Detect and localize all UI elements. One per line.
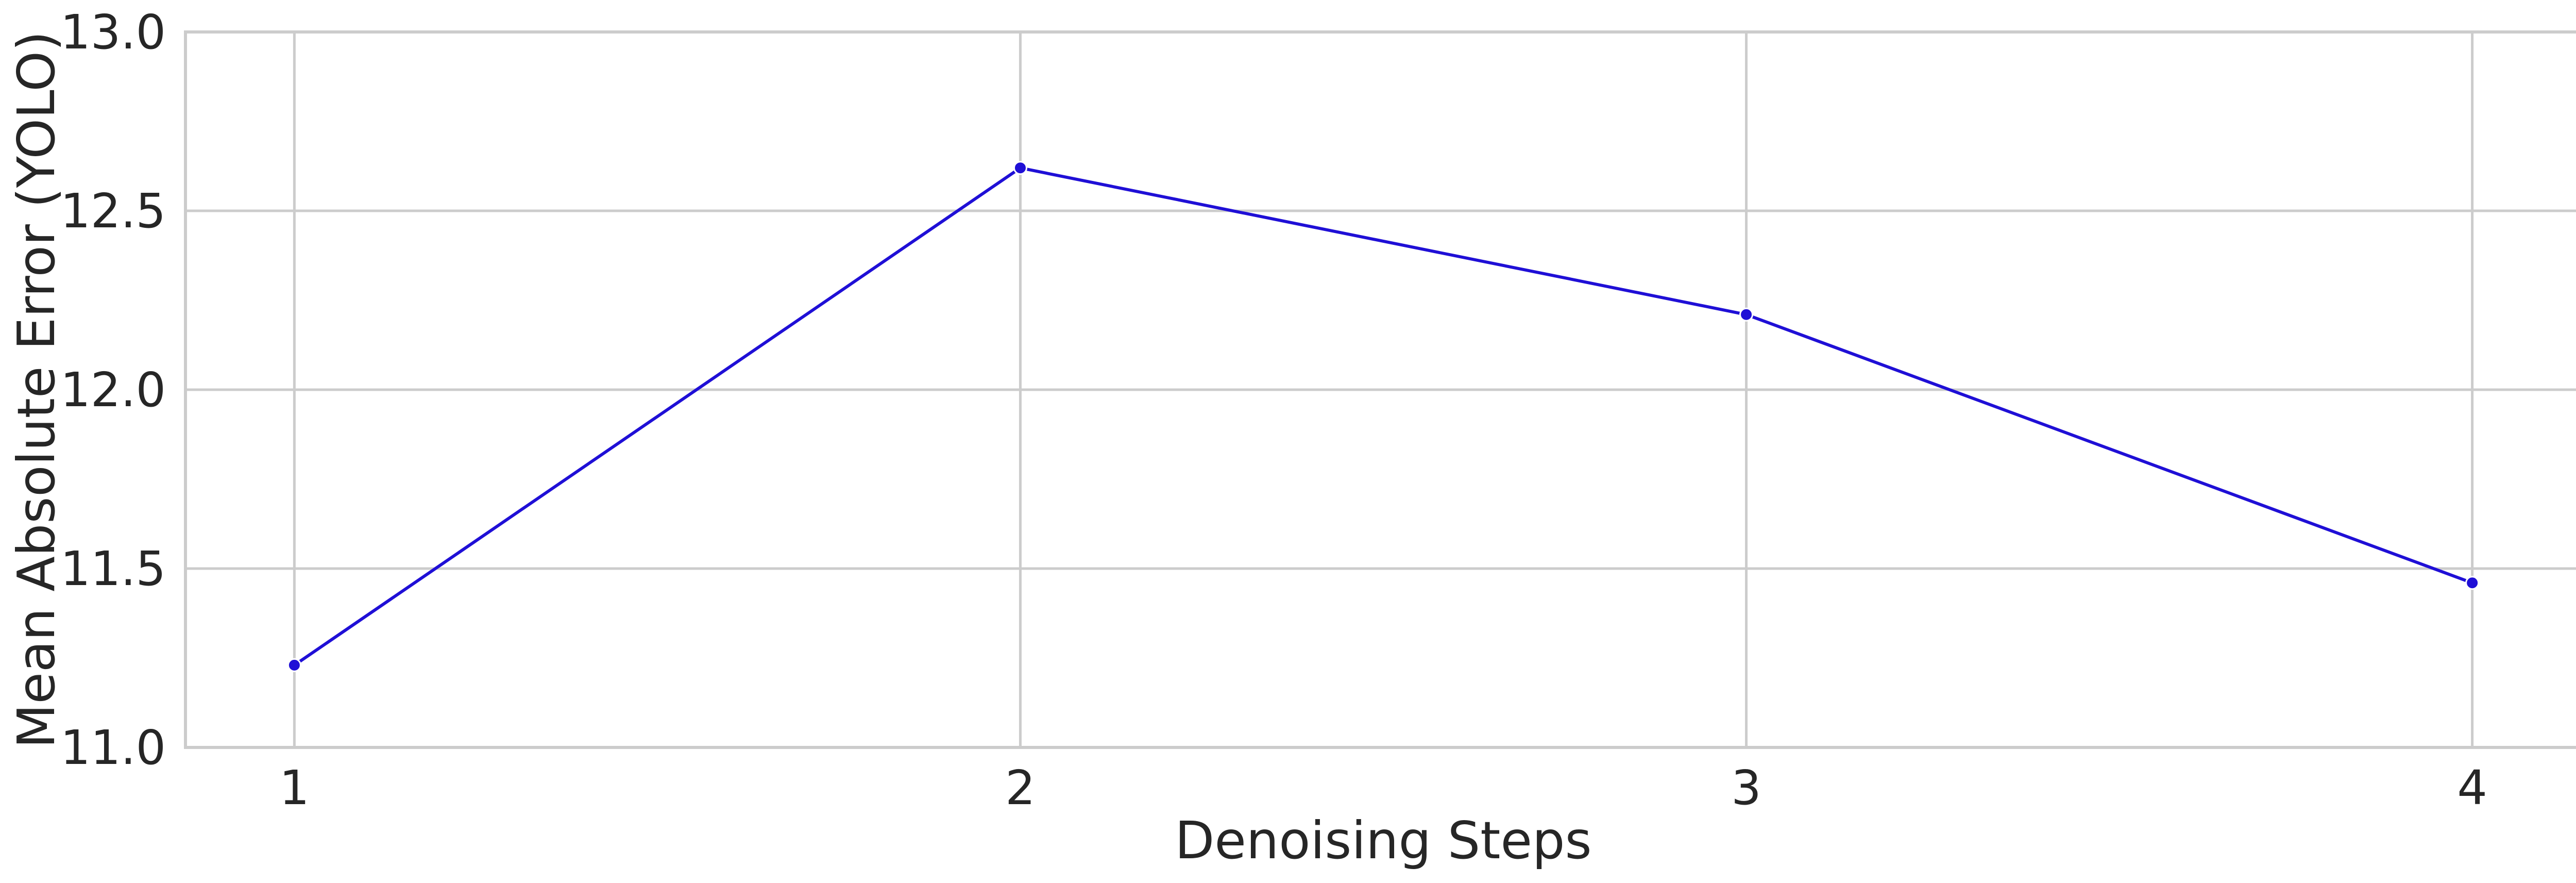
y-tick-label: 12.0 — [60, 362, 166, 418]
x-tick-label: 4 — [2457, 760, 2487, 815]
y-tick-label: 11.5 — [60, 541, 166, 596]
x-axis-ticks: 1 2 3 4 — [279, 760, 2487, 815]
y-axis-label: Mean Absolute Error (YOLO) — [6, 31, 66, 748]
y-tick-label: 13.0 — [60, 5, 166, 60]
y-tick-label: 12.5 — [60, 184, 166, 239]
series-group — [287, 161, 2480, 672]
data-point — [1739, 307, 1754, 322]
series-line — [293, 166, 2474, 667]
data-point — [1013, 161, 1027, 175]
y-tick-label: 11.0 — [60, 720, 166, 775]
x-tick-label: 3 — [1731, 760, 1761, 815]
x-tick-label: 2 — [1005, 760, 1036, 815]
y-axis-ticks: 11.0 11.5 12.0 12.5 13.0 — [60, 5, 166, 775]
plot-area-frame — [184, 30, 2576, 749]
data-point — [2465, 576, 2480, 590]
grid-lines — [185, 30, 2576, 749]
x-tick-label: 1 — [279, 760, 310, 815]
data-point — [287, 658, 301, 672]
x-axis-label: Denoising Steps — [1175, 810, 1591, 871]
